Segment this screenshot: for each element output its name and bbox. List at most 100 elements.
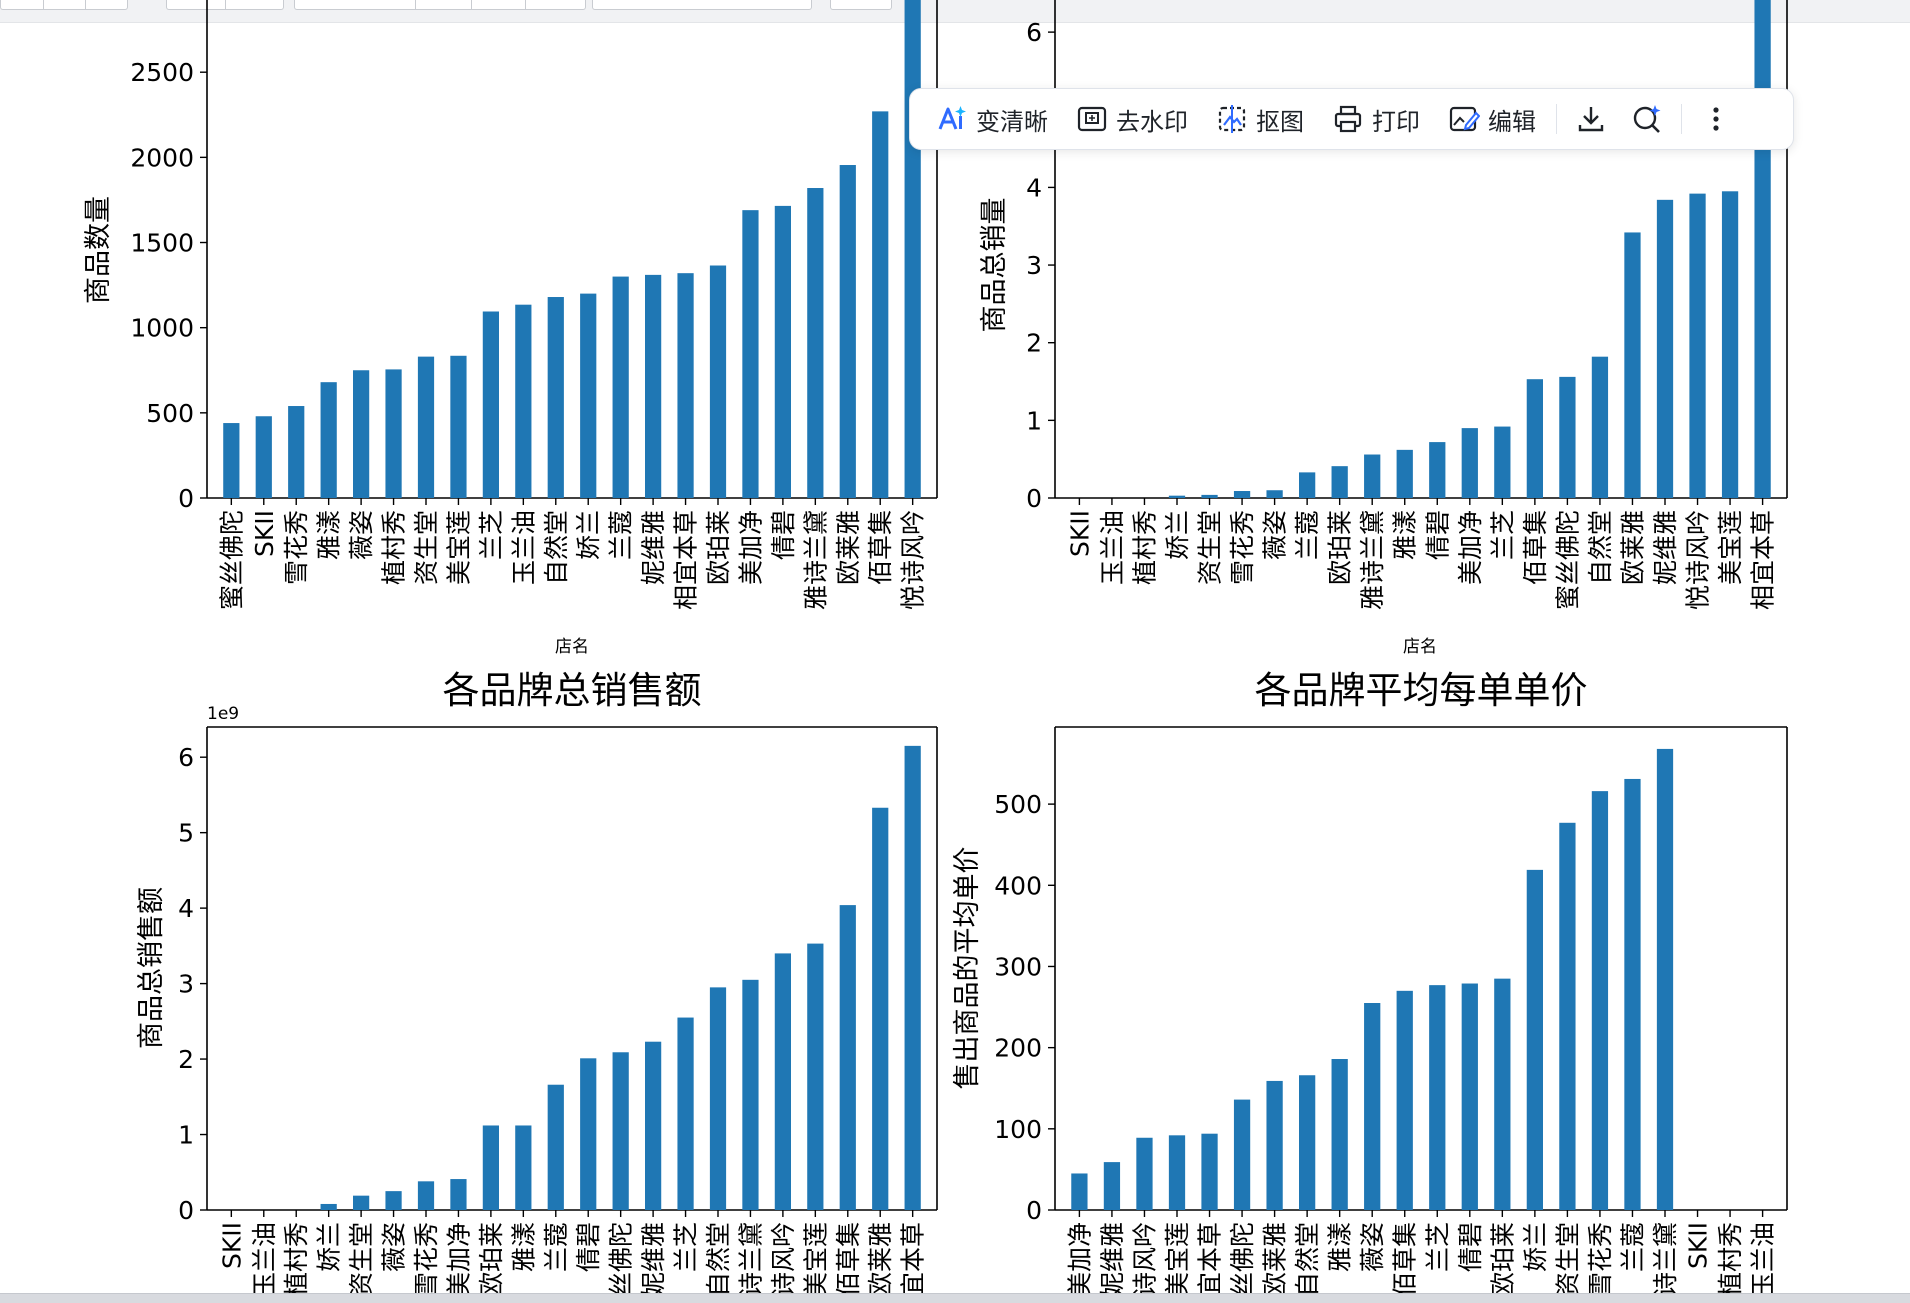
x-tick-label: 妮维雅	[639, 510, 668, 585]
bar	[1526, 869, 1543, 1210]
bar	[385, 369, 402, 498]
y-tick-label: 0	[1026, 1196, 1042, 1225]
bar	[742, 979, 759, 1210]
x-tick-label: 植村秀	[1130, 510, 1159, 585]
bar	[385, 1191, 402, 1210]
x-tick-label: 玉兰油	[509, 510, 538, 585]
x-tick-label: 美加净	[1065, 1222, 1094, 1297]
x-tick-label: 玉兰油	[250, 1222, 279, 1297]
top-button[interactable]	[830, 0, 892, 10]
x-tick-label: 蜜丝佛陀	[607, 1222, 636, 1302]
cutout-button[interactable]: 抠图	[1202, 97, 1318, 141]
more-button[interactable]	[1688, 97, 1744, 141]
bar	[807, 943, 824, 1210]
bar	[709, 265, 727, 498]
bar	[1168, 1135, 1186, 1210]
bar	[1266, 1080, 1283, 1210]
bar	[1299, 1075, 1316, 1210]
x-tick-label: 欧莱雅	[1261, 1222, 1290, 1297]
x-tick-label: 相宜本草	[1749, 510, 1778, 610]
bar	[677, 273, 694, 498]
x-tick-label: 妮维雅	[639, 1222, 668, 1297]
y-axis-label: 商品总销量	[979, 198, 1010, 333]
edit-button[interactable]: 编辑	[1434, 97, 1550, 141]
x-tick-label: 植村秀	[282, 1222, 311, 1297]
y-tick-label: 6	[178, 743, 194, 772]
bar	[1331, 466, 1348, 498]
x-tick-label: 相宜本草	[899, 1222, 928, 1302]
bar	[904, 745, 921, 1210]
y-tick-label: 100	[994, 1115, 1042, 1144]
bar	[1559, 376, 1576, 498]
print-button[interactable]: 打印	[1318, 97, 1434, 141]
x-tick-label: 自然堂	[1586, 510, 1615, 585]
bar	[417, 356, 435, 498]
bar	[1364, 454, 1381, 498]
bar	[1591, 791, 1609, 1210]
y-axis-label: 商品总销售额	[136, 887, 167, 1049]
toolbar-divider	[1556, 104, 1557, 134]
bar	[482, 1125, 499, 1210]
x-tick-label: 妮维雅	[1098, 1222, 1127, 1297]
x-tick-label: 倩碧	[1423, 510, 1452, 560]
bar	[1461, 428, 1478, 498]
top-input-field[interactable]	[592, 0, 812, 10]
bar	[612, 276, 629, 498]
x-tick-label: 兰芝	[672, 1222, 701, 1272]
remove-watermark-icon	[1076, 103, 1108, 135]
x-tick-label: 悦诗风吟	[1684, 510, 1713, 610]
more-vertical-icon	[1700, 103, 1732, 135]
cutout-label: 抠图	[1256, 107, 1304, 136]
bottom-scroll-strip[interactable]	[0, 1293, 1910, 1303]
top-tab-group[interactable]	[166, 0, 284, 10]
download-button[interactable]	[1563, 97, 1619, 141]
x-tick-label: 兰蔻	[1293, 510, 1322, 560]
y-tick-label: 2	[1026, 329, 1042, 358]
x-tick-label: 雪花秀	[1228, 510, 1257, 585]
bar	[1233, 491, 1251, 498]
bar	[1331, 1059, 1348, 1210]
bar	[1689, 193, 1706, 498]
bar	[320, 382, 337, 498]
bar	[774, 205, 791, 498]
x-tick-label: 美宝莲	[1163, 1222, 1192, 1297]
enhance-label: 变清晰	[976, 107, 1048, 136]
top-tab-group[interactable]	[294, 0, 586, 10]
y-tick-label: 1500	[130, 229, 194, 258]
x-tick-label: 兰芝	[477, 510, 506, 560]
bar	[1233, 1099, 1251, 1210]
x-tick-label: 欧珀莱	[1488, 1222, 1517, 1297]
x-tick-label: 资生堂	[1553, 1222, 1582, 1297]
ai-search-button[interactable]	[1619, 97, 1675, 141]
bar	[353, 370, 370, 498]
enhance-button[interactable]: 变清晰	[922, 97, 1062, 141]
x-tick-label: 欧珀莱	[704, 510, 733, 585]
y-tick-label: 0	[178, 484, 194, 513]
bar	[1591, 356, 1609, 498]
bar	[742, 210, 759, 498]
chart-2: 0123456SKII玉兰油植村秀娇兰资生堂雪花秀薇姿兰蔻欧珀莱雅诗兰黛雅漾倩碧…	[979, 0, 1788, 657]
x-tick-label: 欧珀莱	[477, 1222, 506, 1297]
x-tick-label: 妮维雅	[1651, 510, 1680, 585]
x-tick-label: 美加净	[736, 510, 765, 585]
x-tick-label: 悦诗风吟	[769, 1222, 798, 1302]
bar	[1656, 199, 1674, 498]
y-tick-label: 1	[1026, 406, 1042, 435]
x-tick-label: SKII	[1684, 1222, 1713, 1269]
image-floating-toolbar: 变清晰 去水印 抠图 打印 编辑	[909, 88, 1794, 150]
bar	[677, 1017, 694, 1210]
bar	[1201, 1133, 1218, 1210]
y-tick-label: 500	[994, 790, 1042, 819]
x-tick-label: 倩碧	[1456, 1222, 1485, 1272]
y-tick-label: 300	[994, 952, 1042, 981]
x-tick-label: 相宜本草	[672, 510, 701, 610]
x-tick-label: 薇姿	[1358, 1222, 1387, 1272]
x-tick-label: 悦诗风吟	[1130, 1222, 1159, 1302]
y-axis-label: 售出商品的平均单价	[952, 847, 983, 1090]
bar	[645, 274, 662, 498]
bar	[1429, 442, 1446, 498]
remove-watermark-button[interactable]: 去水印	[1062, 97, 1202, 141]
bar	[547, 297, 564, 498]
top-tab-group[interactable]	[0, 0, 128, 10]
edit-label: 编辑	[1488, 107, 1536, 136]
